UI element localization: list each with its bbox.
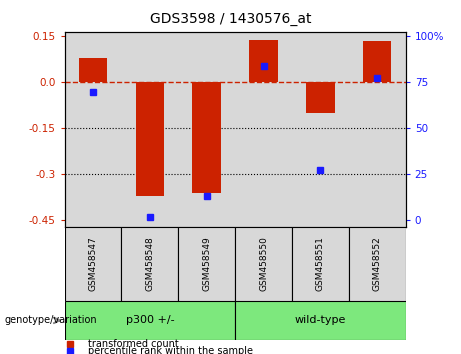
Text: wild-type: wild-type	[295, 315, 346, 325]
Bar	[235, 301, 406, 340]
Text: genotype/variation: genotype/variation	[5, 315, 97, 325]
Bar	[178, 227, 235, 301]
Bar	[249, 40, 278, 82]
Text: GSM458547: GSM458547	[89, 236, 97, 291]
Text: GSM458551: GSM458551	[316, 236, 325, 291]
Bar	[363, 41, 391, 82]
Text: GSM458548: GSM458548	[145, 236, 154, 291]
Bar	[65, 301, 235, 340]
Text: p300 +/-: p300 +/-	[125, 315, 174, 325]
Text: GSM458549: GSM458549	[202, 236, 211, 291]
Bar	[292, 227, 349, 301]
Bar	[79, 58, 107, 82]
Text: GDS3598 / 1430576_at: GDS3598 / 1430576_at	[150, 12, 311, 27]
Text: transformed count: transformed count	[88, 339, 178, 349]
Bar	[235, 227, 292, 301]
Bar	[121, 227, 178, 301]
Bar	[306, 82, 335, 113]
Text: GSM458552: GSM458552	[373, 236, 382, 291]
Bar	[349, 227, 406, 301]
Text: percentile rank within the sample: percentile rank within the sample	[88, 346, 253, 354]
Bar	[193, 82, 221, 193]
Bar	[65, 227, 121, 301]
Bar	[136, 82, 164, 196]
Text: GSM458550: GSM458550	[259, 236, 268, 291]
